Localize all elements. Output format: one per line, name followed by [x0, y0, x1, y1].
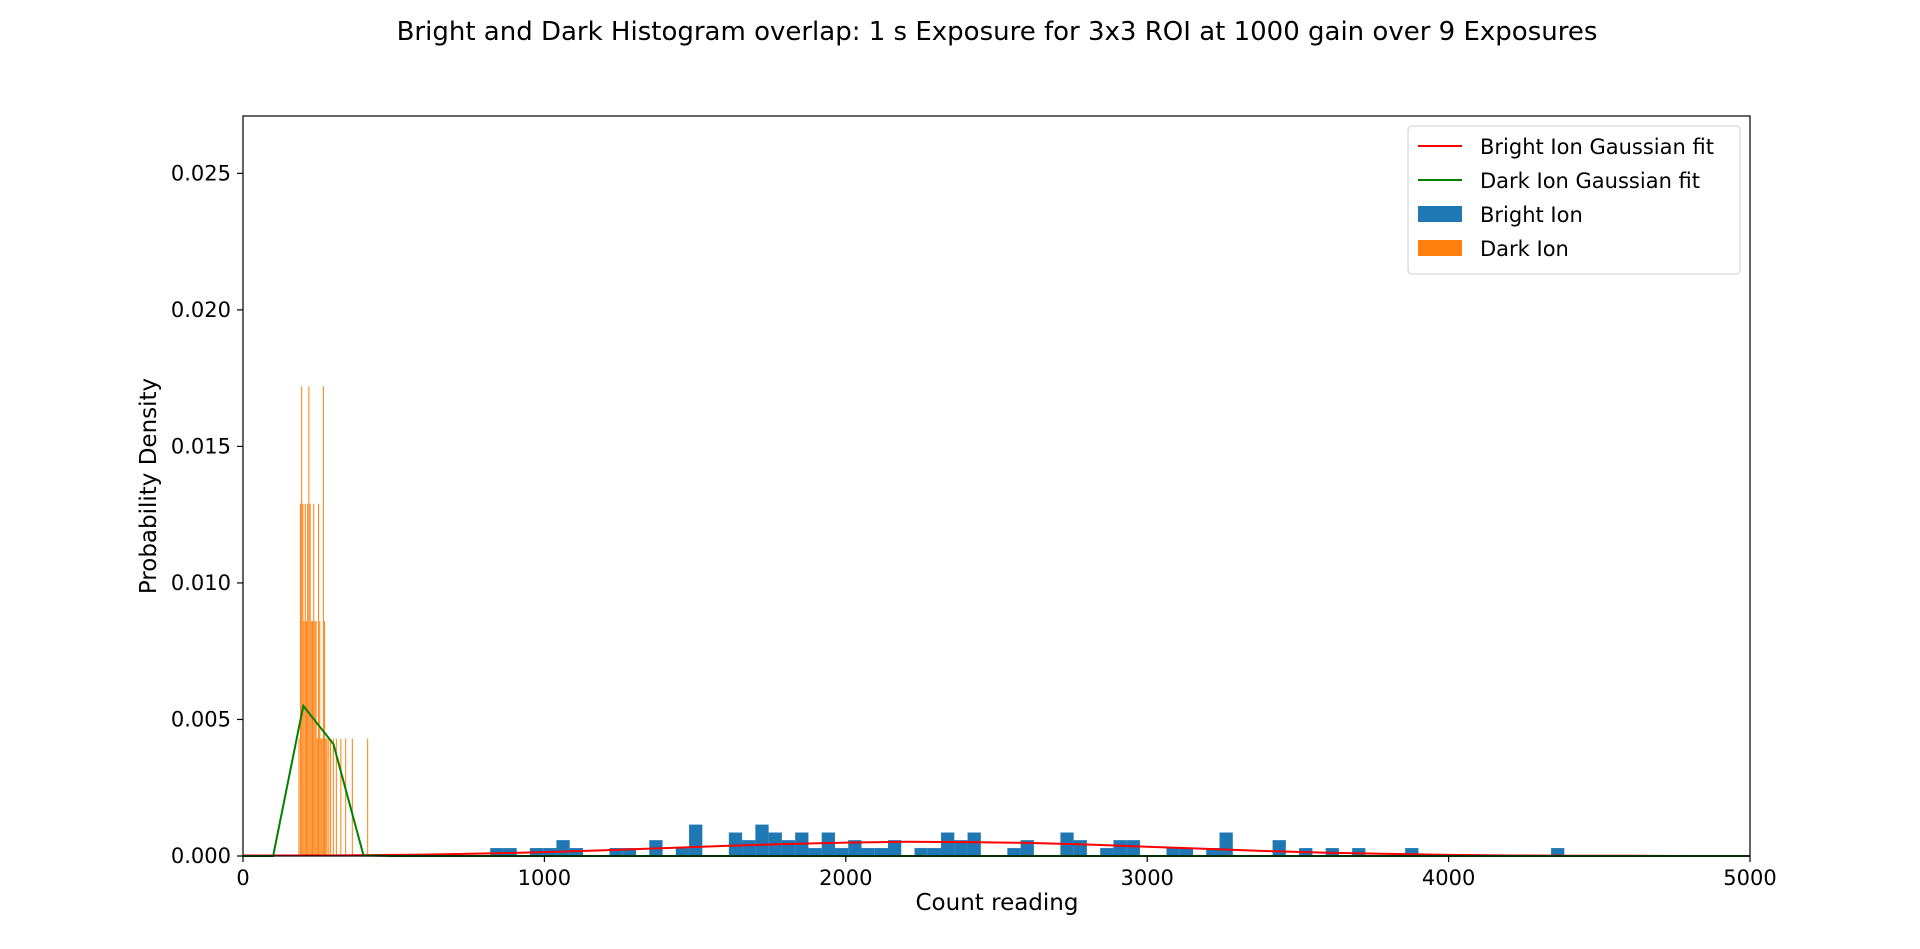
y-tick-label: 0.015: [171, 434, 231, 458]
bright-ion-bar: [1126, 840, 1140, 856]
bright-ion-bar: [1551, 848, 1565, 856]
bright-ion-bar: [1272, 840, 1286, 856]
bright-ion-bar: [1219, 832, 1233, 856]
bright-ion-bar: [622, 848, 637, 856]
x-axis-label: Count reading: [916, 890, 1079, 916]
dark-ion-bar: [322, 386, 324, 856]
chart-title: Bright and Dark Histogram overlap: 1 s E…: [397, 17, 1598, 47]
bright-ion-bar: [1179, 848, 1194, 856]
x-tick-label: 3000: [1120, 866, 1173, 890]
y-axis-label: Probability Density: [136, 378, 162, 594]
dark-ion-gaussian-fit-line: [243, 703, 1750, 857]
dark-ion-bar: [304, 503, 306, 856]
dark-ion-bar: [335, 738, 337, 856]
dark-ion-bar: [309, 503, 311, 856]
bright-ion-bar: [490, 848, 504, 856]
bright-ion-bar: [742, 840, 756, 856]
x-axis: 0 1000 2000 3000 4000 5000: [236, 856, 1777, 890]
dark-ion-bar: [319, 621, 321, 856]
dark-ion-bar: [330, 738, 332, 856]
legend-box: [1407, 125, 1741, 275]
bright-ion-bar: [941, 832, 955, 856]
bright-ion-bar: [1206, 848, 1220, 856]
bright-ion-bar: [808, 848, 822, 856]
dark-ion-bar: [325, 738, 327, 856]
dark-ion-bar: [332, 738, 334, 856]
dark-ion-bar: [298, 738, 300, 856]
dark-ion-bar: [328, 738, 330, 856]
bright-ion-bar: [781, 840, 796, 856]
bright-ion-bar: [1020, 840, 1034, 856]
dark-ion-bar: [320, 738, 322, 856]
bright-ion-bar: [874, 848, 888, 856]
bright-ion-bar: [1113, 840, 1127, 856]
dark-ion-bar: [303, 621, 305, 856]
y-axis: 0.000 0.005 0.010 0.015 0.020 0.025: [171, 161, 243, 868]
bright-ion-bar: [834, 848, 849, 856]
bright-ion-bar: [1100, 848, 1114, 856]
x-tick-label: 4000: [1422, 866, 1475, 890]
dark-ion-bar: [299, 503, 301, 856]
dark-ion-bar: [318, 503, 320, 856]
dark-ion-bar: [305, 621, 307, 856]
dark-ion-bar: [316, 738, 318, 856]
dark-ion-bar: [315, 621, 317, 856]
dark-ion-bar: [307, 503, 309, 856]
bright-ion-bar: [914, 848, 928, 856]
x-tick-label: 1000: [518, 866, 571, 890]
legend-patch-swatch: [1418, 206, 1462, 222]
bright-ion-bar: [1352, 848, 1366, 856]
legend-label: Dark Ion: [1480, 237, 1569, 261]
dark-ion-bar: [367, 738, 369, 856]
bright-ion-bar: [675, 848, 690, 856]
x-tick-label: 0: [236, 866, 249, 890]
legend-label: Dark Ion Gaussian fit: [1480, 169, 1700, 193]
bright-ion-bar: [609, 848, 623, 856]
plot-area: [242, 115, 1751, 857]
y-tick-label: 0.005: [171, 707, 231, 731]
legend-patch-swatch: [1418, 240, 1462, 256]
bright-ion-gaussian-fit-line: [243, 840, 1750, 857]
dark-ion-bar: [351, 738, 353, 856]
bright-ion-bar: [927, 848, 942, 856]
bright-ion-bar: [1007, 848, 1021, 856]
y-tick-label: 0.000: [171, 844, 231, 868]
dark-ion-bar: [345, 738, 347, 856]
plot-frame: [242, 115, 1751, 857]
bright-ion-bar: [755, 824, 769, 856]
bright-ion-bar: [728, 832, 743, 856]
bright-ion-bar: [887, 840, 902, 856]
y-tick-label: 0.020: [171, 298, 231, 322]
dark-ion-bar: [301, 386, 303, 856]
dark-ion-bar: [310, 621, 312, 856]
legend: Bright Ion Gaussian fit Dark Ion Gaussian…: [1407, 125, 1741, 275]
dark-ion-bar: [308, 386, 310, 856]
bright-ion-bar: [1405, 848, 1419, 856]
x-tick-label: 5000: [1723, 866, 1776, 890]
dark-ion-bar: [312, 621, 314, 856]
dark-ion-bar: [314, 621, 316, 856]
x-tick-label: 2000: [819, 866, 872, 890]
dark-ion-bar: [313, 503, 315, 856]
dark-ion-bar: [326, 738, 328, 856]
bright-ion-bar: [861, 848, 875, 856]
legend-label: Bright Ion: [1480, 203, 1583, 227]
dark-ion-bar: [324, 621, 326, 856]
dark-ion-bar: [340, 738, 342, 856]
dark-ion-bar: [321, 738, 323, 856]
bright-ion-bar: [1073, 840, 1087, 856]
y-tick-label: 0.025: [171, 161, 231, 185]
bright-ion-bar: [556, 840, 570, 856]
bright-ion-bar: [848, 840, 862, 856]
bright-ion-bar: [1166, 848, 1180, 856]
bright-ion-bar: [954, 840, 968, 856]
bright-ion-bar: [689, 824, 703, 856]
bright-ion-bar: [821, 832, 835, 856]
y-tick-label: 0.010: [171, 571, 231, 595]
legend-label: Bright Ion Gaussian fit: [1480, 135, 1714, 159]
dark-ion-bar: [302, 503, 304, 856]
bright-ion-bar: [967, 832, 981, 856]
